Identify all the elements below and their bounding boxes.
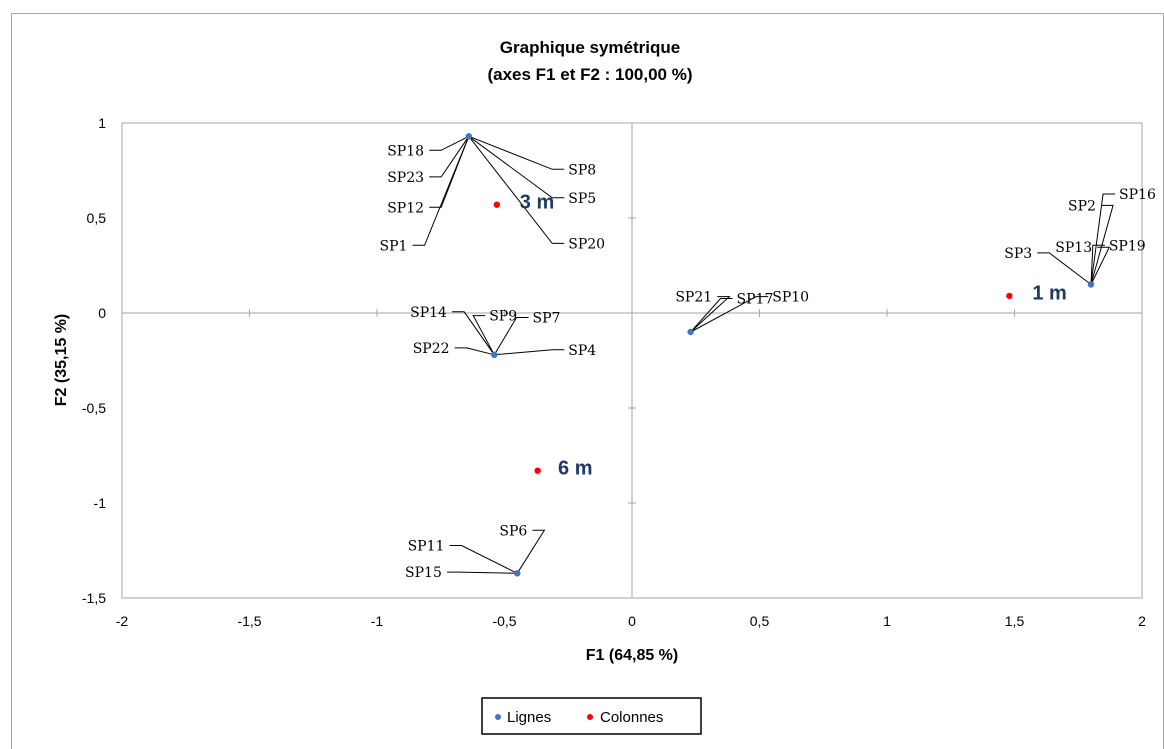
point-label-sp6: SP6: [499, 523, 527, 539]
chart-title-line-1: Graphique symétrique: [500, 38, 680, 57]
point-label-sp14: SP14: [410, 305, 447, 321]
leader-line-sp9: [472, 315, 495, 356]
point-label-sp18: SP18: [387, 143, 424, 159]
x-tick-label: 0: [628, 613, 636, 629]
x-tick-label: -1: [371, 613, 384, 629]
y-axis-label: F2 (35,15 %): [53, 314, 70, 406]
x-tick-label: 1,5: [1005, 613, 1025, 629]
point-colonnes-1-m: [1006, 292, 1013, 300]
leader-lines: [412, 135, 1116, 574]
point-lignes: [491, 351, 498, 358]
leader-line-sp6: [516, 529, 546, 574]
point-label-sp11: SP11: [408, 539, 445, 555]
leader-line-sp10: [690, 296, 769, 333]
legend: Lignes Colonnes: [481, 697, 702, 735]
point-label-sp23: SP23: [387, 170, 424, 186]
point-label-sp13: SP13: [1055, 240, 1092, 256]
legend-label-lignes: Lignes: [507, 709, 551, 726]
leader-line-sp16: [1090, 193, 1116, 285]
point-lignes: [1087, 281, 1095, 288]
point-label-sp9: SP9: [489, 309, 517, 325]
leader-line-sp5: [468, 135, 565, 199]
point-lignes: [687, 328, 694, 336]
leader-line-sp13: [1090, 246, 1111, 285]
x-tick-label: 2: [1138, 613, 1146, 629]
leader-line-sp7: [493, 317, 529, 356]
column-label-3-m: 3 m: [520, 192, 554, 214]
point-lignes: [514, 570, 521, 577]
point-colonnes-3-m: [493, 201, 501, 208]
point-label-sp21: SP21: [675, 290, 712, 306]
point-label-sp7: SP7: [533, 311, 561, 327]
legend-box: [481, 697, 702, 735]
y-tick-label: -1: [94, 495, 107, 511]
x-axis-label: F1 (64,85 %): [586, 647, 678, 664]
x-tick-label: 0,5: [750, 613, 770, 629]
leader-line-sp20: [468, 135, 565, 244]
point-label-sp17: SP17: [737, 292, 774, 308]
point-label-sp3: SP3: [1004, 246, 1032, 262]
leader-line-sp2: [1090, 204, 1114, 285]
chart-area-border: [11, 13, 1164, 749]
legend-marker-colonnes: [587, 714, 593, 720]
point-label-sp2: SP2: [1068, 198, 1096, 214]
chart-title-line-2: (axes F1 et F2 : 100,00 %): [487, 65, 692, 84]
y-tick-label: -0,5: [82, 400, 106, 416]
point-label-sp15: SP15: [405, 565, 442, 581]
y-tick-label: 0,5: [87, 210, 107, 226]
point-label-sp1: SP1: [380, 238, 408, 254]
leader-line-sp17: [690, 298, 733, 333]
column-label-1-m: 1 m: [1032, 283, 1066, 305]
legend-label-colonnes: Colonnes: [600, 709, 663, 726]
leader-line-sp4: [494, 349, 565, 356]
point-label-sp12: SP12: [387, 200, 424, 216]
leader-line-sp8: [468, 135, 565, 170]
y-tick-label: 1: [98, 115, 106, 131]
leader-line-sp11: [449, 545, 518, 574]
legend-marker-lignes: [495, 714, 501, 720]
y-tick-label: -1,5: [82, 590, 106, 606]
x-tick-label: -1,5: [237, 613, 261, 629]
axes: -2 -1,5 -1 -0,5 0 0,5 1 1,5 2 -1,5 -1 -0,5 0 0,5 1: [82, 115, 1146, 629]
point-label-sp4: SP4: [568, 343, 596, 359]
x-tick-label: -0,5: [492, 613, 516, 629]
leader-line-sp18: [429, 135, 470, 151]
point-label-sp5: SP5: [568, 191, 596, 207]
y-tick-label: 0: [98, 305, 106, 321]
point-label-sp20: SP20: [568, 236, 605, 252]
leader-line-sp19: [1090, 244, 1105, 285]
point-colonnes-6-m: [534, 467, 541, 474]
point-label-sp19: SP19: [1109, 238, 1146, 254]
point-label-sp22: SP22: [413, 341, 450, 357]
leader-line-sp3: [1037, 252, 1092, 285]
data-points: [465, 133, 1095, 577]
point-label-sp16: SP16: [1119, 187, 1156, 203]
leader-line-sp21: [690, 296, 731, 333]
point-lignes: [465, 133, 472, 140]
point-labels: SP18 SP23 SP12 SP1 SP8 SP5 SP20 SP14 SP9 SP7 SP22 S…: [380, 143, 1156, 581]
point-label-sp8: SP8: [568, 162, 596, 178]
x-tick-label: -2: [116, 613, 129, 629]
leader-line-sp23: [429, 136, 470, 178]
column-label-6-m: 6 m: [558, 458, 592, 480]
leader-line-sp14: [452, 311, 495, 356]
leader-line-sp22: [454, 347, 495, 356]
point-label-sp10: SP10: [772, 290, 809, 306]
x-tick-label: 1: [883, 613, 891, 629]
leader-line-sp1: [412, 136, 470, 246]
leader-line-sp15: [447, 571, 518, 574]
